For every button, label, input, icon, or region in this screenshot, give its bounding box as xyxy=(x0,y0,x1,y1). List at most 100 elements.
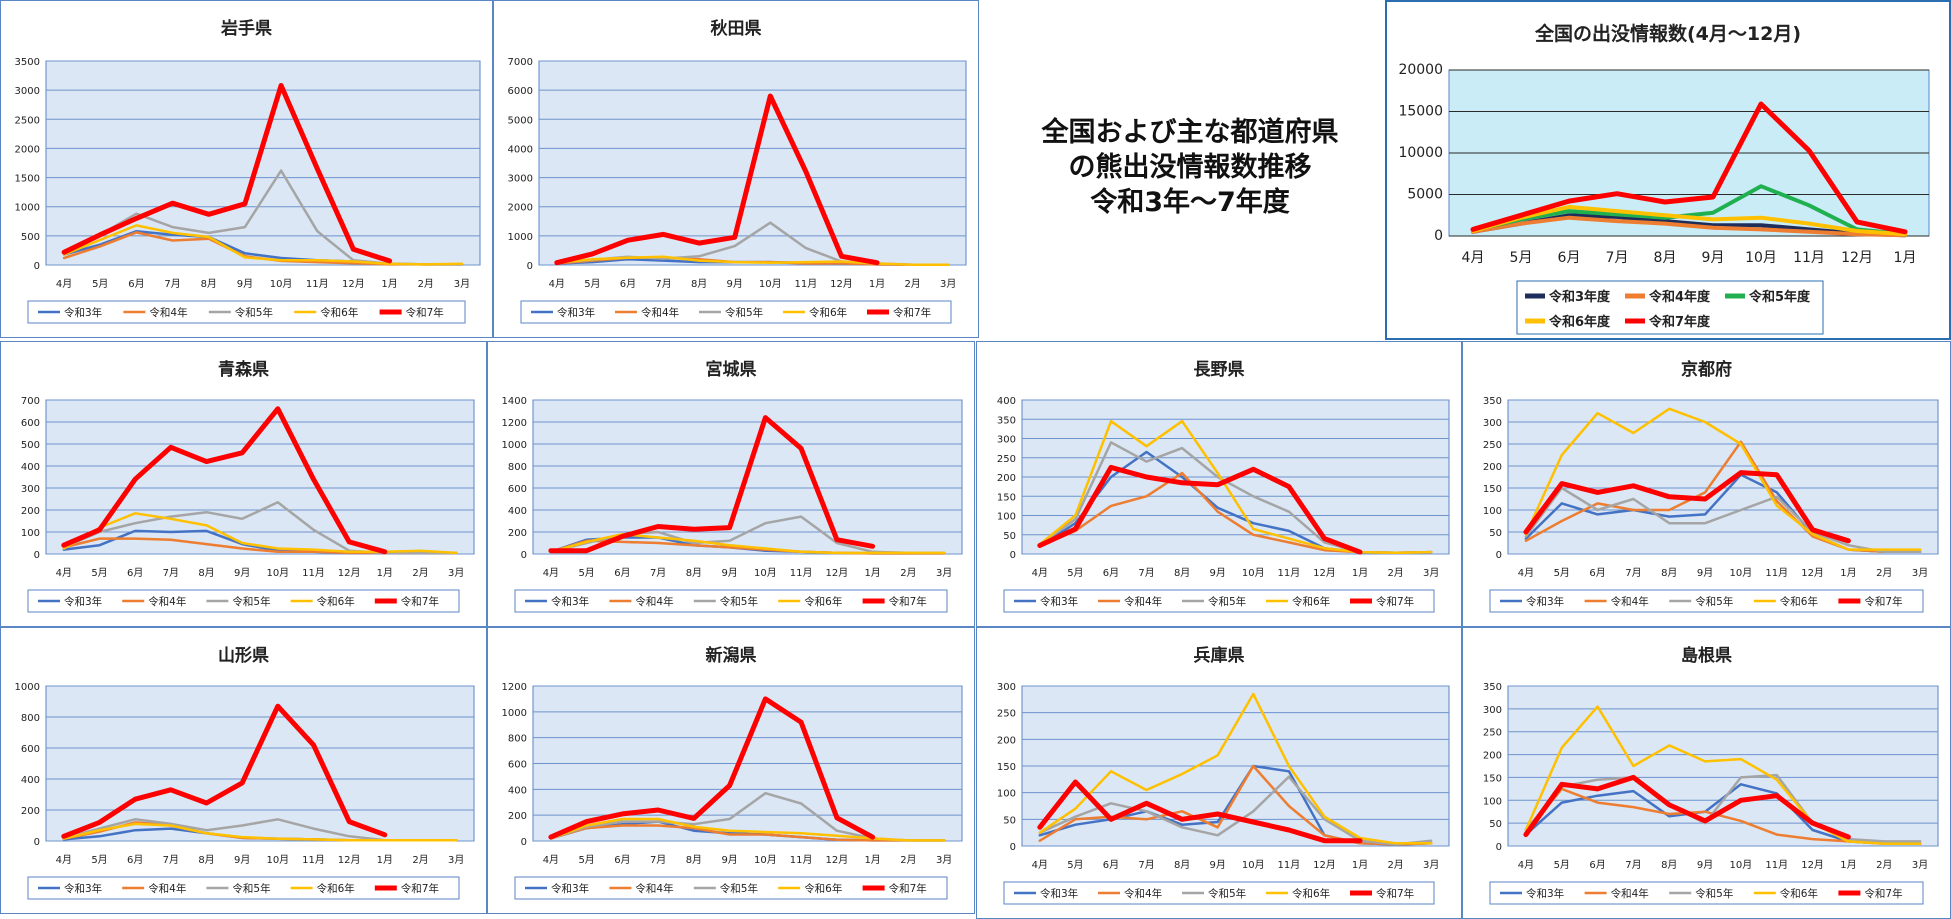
y-tick-label: 800 xyxy=(21,713,40,724)
legend-entry: 令和3年 xyxy=(64,882,102,895)
x-tick-label: 9月 xyxy=(1210,859,1226,871)
legend-entry: 令和6年 xyxy=(317,595,355,608)
legend-box xyxy=(514,589,948,613)
legend-entry: 令和6年 xyxy=(804,882,842,895)
y-tick-label: 150 xyxy=(1483,484,1502,495)
x-tick-label: 11月 xyxy=(790,567,813,579)
legend-entry: 令和4年 xyxy=(1124,595,1162,608)
x-tick-label: 9月 xyxy=(721,854,737,866)
y-tick-label: 300 xyxy=(1483,418,1502,429)
legend-entry: 令和4年 xyxy=(148,882,186,895)
y-tick-label: 50 xyxy=(1003,815,1016,826)
y-tick-label: 1000 xyxy=(15,203,40,214)
chart-svg-yamagata: 山形県 0 200 400 600 800 1000 4月 5月 6月 7月 8月 9月 10月 11月 12… xyxy=(15,645,475,900)
x-tick-label: 7月 xyxy=(163,567,179,579)
y-tick-label: 1000 xyxy=(502,440,527,451)
y-tick-label: 2000 xyxy=(15,144,40,155)
x-tick-label: 7月 xyxy=(650,854,666,866)
plot-area xyxy=(45,685,475,842)
legend-box xyxy=(27,589,460,613)
x-tick-label: 1月 xyxy=(377,567,393,579)
x-tick-label: 7月 xyxy=(163,854,179,866)
legend-entry: 令和6年 xyxy=(1292,595,1330,608)
y-tick-label: 0 xyxy=(34,837,40,848)
plot-area xyxy=(45,60,481,266)
legend-entry: 令和4年 xyxy=(148,595,186,608)
chart-panel-hyogo: 兵庫県 0 50 100 150 200 250 300 4月 5月 6月 7月 8月 9月 10月 11月 1… xyxy=(976,627,1462,919)
chart-panel-aomori: 青森県 0 100 200 300 400 500 600 700 4月 5月 6月 7月 8月 9月 10月… xyxy=(0,341,487,627)
y-tick-label: 50 xyxy=(1003,531,1016,542)
x-tick-label: 2月 xyxy=(1387,859,1403,871)
y-tick-label: 200 xyxy=(21,806,40,817)
y-tick-label: 250 xyxy=(997,709,1016,720)
series-line-令和6年 xyxy=(555,255,950,266)
x-tick-label: 3月 xyxy=(448,854,464,866)
x-tick-label: 4月 xyxy=(1518,567,1534,579)
x-tick-label: 10月 xyxy=(1242,567,1265,579)
x-tick-label: 8月 xyxy=(686,567,702,579)
chart-panel-akita: 秋田県 0 1000 2000 3000 4000 5000 6000 7000 4月 5月 6月 7月… xyxy=(493,0,979,338)
x-tick-label: 6月 xyxy=(1103,567,1119,579)
y-tick-label: 3000 xyxy=(15,86,40,97)
x-tick-label: 2月 xyxy=(412,567,428,579)
x-tick-label: 6月 xyxy=(614,567,630,579)
y-tick-label: 5000 xyxy=(508,115,533,126)
x-tick-label: 4月 xyxy=(543,854,559,866)
legend-entry: 令和3年 xyxy=(64,306,102,319)
x-tick-label: 12月 xyxy=(826,567,849,579)
y-tick-label: 50 xyxy=(1489,819,1502,830)
x-tick-label: 12月 xyxy=(338,567,361,579)
x-tick-label: 9月 xyxy=(1210,567,1226,579)
legend-entry: 令和5年 xyxy=(725,306,763,319)
series-line-令和7年度 xyxy=(1470,101,1908,235)
legend-entry: 令和4年 xyxy=(1611,595,1649,608)
x-tick-label: 10月 xyxy=(1745,250,1777,266)
legend-entry: 令和4年 xyxy=(149,306,187,319)
x-tick-label: 7月 xyxy=(1625,567,1641,579)
series-line-令和6年 xyxy=(1038,419,1433,555)
series-line-令和5年度 xyxy=(1471,184,1907,237)
legend-entry: 令和3年 xyxy=(551,882,589,895)
y-tick-label: 0 xyxy=(1496,550,1502,561)
y-tick-label: 7000 xyxy=(508,57,533,68)
legend-entry: 令和7年 xyxy=(1864,595,1902,608)
y-tick-label: 800 xyxy=(508,734,527,745)
x-tick-label: 9月 xyxy=(721,567,737,579)
y-tick-label: 400 xyxy=(21,462,40,473)
legend-entry: 令和7年 xyxy=(401,595,439,608)
x-tick-label: 5月 xyxy=(92,278,108,290)
y-tick-label: 2000 xyxy=(508,203,533,214)
y-tick-label: 20000 xyxy=(1398,62,1443,78)
x-tick-label: 10月 xyxy=(266,567,289,579)
main-heading: 全国および主な都道府県 の熊出没情報数推移 令和3年～7年度 xyxy=(1000,115,1380,220)
y-tick-label: 100 xyxy=(1483,796,1502,807)
x-tick-label: 5月 xyxy=(1554,567,1570,579)
y-tick-label: 300 xyxy=(21,484,40,495)
x-tick-label: 7月 xyxy=(650,567,666,579)
legend-entry: 令和6年 xyxy=(809,306,847,319)
x-tick-label: 12月 xyxy=(826,854,849,866)
legend-box xyxy=(27,876,460,900)
x-tick-label: 2月 xyxy=(1876,859,1892,871)
x-tick-label: 11月 xyxy=(1278,567,1301,579)
legend-entry: 令和5年 xyxy=(232,882,270,895)
y-tick-label: 350 xyxy=(1483,396,1502,407)
series-line-令和7年 xyxy=(554,93,880,266)
y-tick-label: 200 xyxy=(1483,751,1502,762)
legend-box xyxy=(1489,881,1924,905)
series-line-令和7年 xyxy=(1037,779,1363,844)
x-tick-label: 11月 xyxy=(1765,859,1788,871)
y-tick-label: 10000 xyxy=(1398,145,1443,161)
x-tick-label: 8月 xyxy=(691,278,707,290)
x-tick-label: 2月 xyxy=(904,278,920,290)
x-tick-label: 11月 xyxy=(790,854,813,866)
x-tick-label: 12月 xyxy=(342,278,365,290)
series-line-令和7年 xyxy=(61,703,388,839)
chart-svg-akita: 秋田県 0 1000 2000 3000 4000 5000 6000 7000 4月 5月 6月 7月… xyxy=(508,18,967,324)
x-tick-label: 9月 xyxy=(234,854,250,866)
x-tick-label: 8月 xyxy=(1661,567,1677,579)
x-tick-label: 10月 xyxy=(754,854,777,866)
x-tick-label: 4月 xyxy=(1032,859,1048,871)
x-tick-label: 7月 xyxy=(655,278,671,290)
y-tick-label: 400 xyxy=(21,775,40,786)
